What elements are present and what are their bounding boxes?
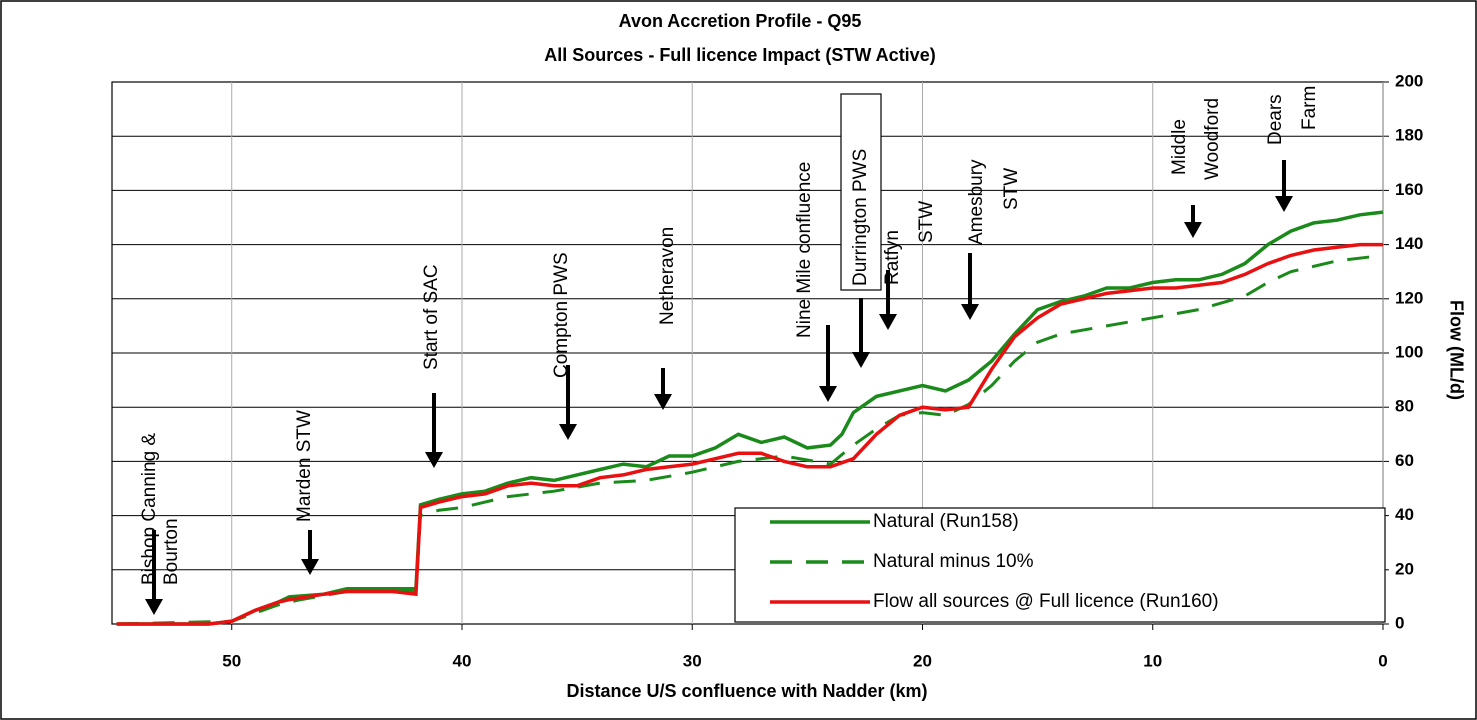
annotation: STW (1001, 168, 1022, 210)
arrow-head (425, 452, 443, 468)
arrow-head (1275, 196, 1293, 212)
legend-label: Natural (Run158) (873, 511, 1019, 532)
annotation: Woodford (1202, 98, 1223, 180)
annotation: STW (916, 201, 937, 243)
annotation: Durrington PWS (850, 149, 871, 286)
x-tick-label: 50 (222, 651, 241, 670)
chart-title: Avon Accretion Profile - Q95 (619, 11, 862, 31)
annotation: Start of SAC (421, 264, 442, 370)
y-tick-label: 180 (1395, 126, 1423, 145)
annotation: Ratfyn (882, 230, 903, 285)
arrow-head (145, 599, 163, 615)
chart-subtitle: All Sources - Full licence Impact (STW A… (544, 45, 935, 65)
annotation: Bourton (161, 518, 182, 585)
annotation: Dears (1265, 94, 1286, 145)
arrow-head (961, 304, 979, 320)
annotation: Farm (1299, 86, 1320, 130)
annotation: Netheravon (657, 227, 678, 325)
y-tick-label: 20 (1395, 559, 1414, 578)
arrow-head (654, 394, 672, 410)
arrow-head (301, 559, 319, 575)
annotation: Middle (1169, 119, 1190, 175)
legend-label: Natural minus 10% (873, 551, 1034, 572)
y-tick-label: 120 (1395, 288, 1423, 307)
annotation: Nine Mile confluence (794, 162, 815, 338)
y-tick-label: 80 (1395, 397, 1414, 416)
annotation: Marden STW (294, 410, 315, 522)
x-tick-label: 40 (453, 651, 472, 670)
annotation: Amesbury (966, 159, 987, 245)
y-tick-label: 60 (1395, 451, 1414, 470)
y-tick-label: 40 (1395, 505, 1414, 524)
arrow-head (819, 386, 837, 402)
y-tick-label: 160 (1395, 180, 1423, 199)
y-tick-label: 100 (1395, 342, 1423, 361)
y-tick-label: 0 (1395, 613, 1404, 632)
arrow-head (879, 314, 897, 330)
x-axis-label: Distance U/S confluence with Nadder (km) (566, 681, 927, 701)
series-line (116, 242, 1383, 626)
y-axis-label: Flow (ML/d) (1446, 300, 1466, 400)
arrow-head (1184, 222, 1202, 238)
annotation: Bishop Canning & (139, 433, 160, 585)
x-tick-label: 0 (1378, 651, 1387, 670)
annotation: Compton PWS (551, 252, 572, 378)
arrow-head (559, 424, 577, 440)
x-tick-label: 30 (683, 651, 702, 670)
series-line (116, 210, 1384, 626)
y-tick-label: 140 (1395, 234, 1423, 253)
legend-label: Flow all sources @ Full licence (Run160) (873, 591, 1219, 612)
annotation-box (840, 93, 882, 291)
x-tick-label: 20 (913, 651, 932, 670)
x-tick-label: 10 (1143, 651, 1162, 670)
y-tick-label: 200 (1395, 71, 1423, 90)
arrow-head (852, 352, 870, 368)
